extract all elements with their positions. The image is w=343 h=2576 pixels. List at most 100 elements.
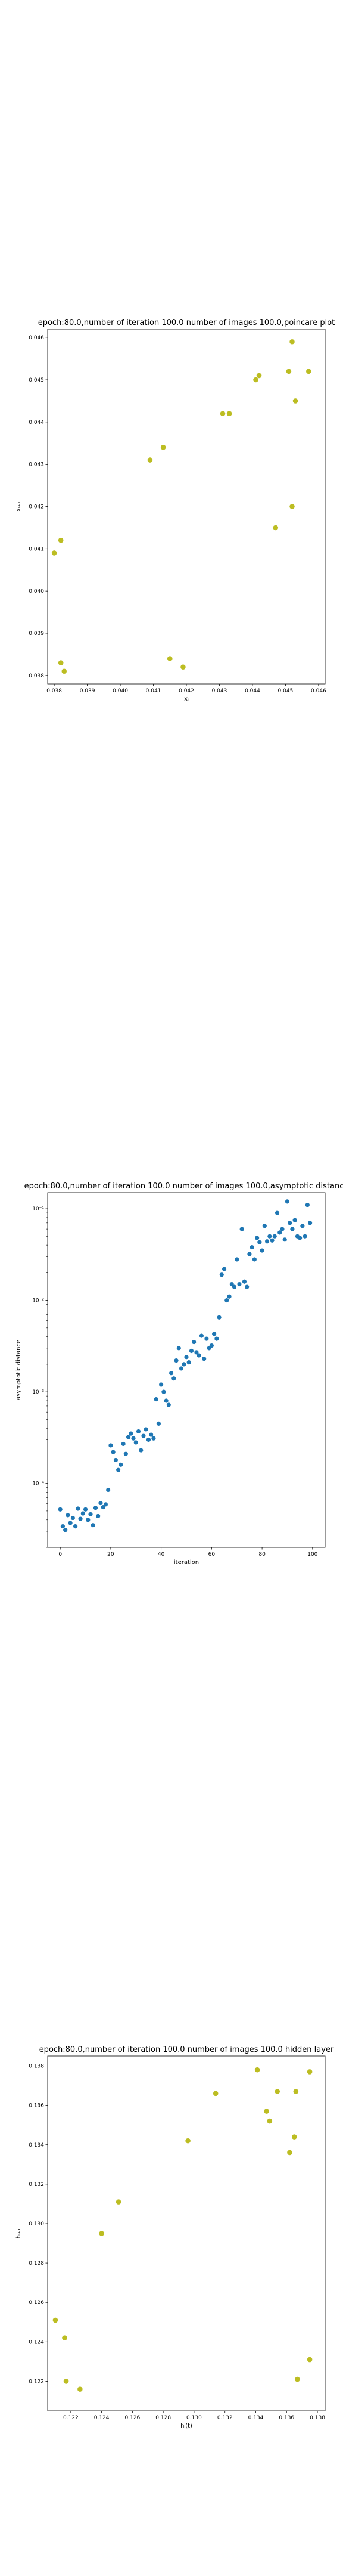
- data-point: [169, 1371, 174, 1376]
- y-tick-label: 0.122: [29, 2379, 44, 2385]
- data-point: [113, 1457, 118, 1463]
- data-point: [136, 1429, 141, 1434]
- data-point: [182, 1362, 186, 1367]
- data-point: [58, 1507, 63, 1512]
- data-point: [289, 339, 295, 345]
- y-axis-label: asymptotic distance: [15, 1340, 22, 1400]
- data-point: [214, 1336, 219, 1341]
- data-point: [286, 369, 292, 374]
- data-point: [257, 1240, 262, 1244]
- data-point: [300, 1224, 305, 1228]
- x-tick-label: 0.130: [186, 2415, 202, 2421]
- data-point: [298, 1236, 303, 1240]
- data-point: [254, 2067, 260, 2073]
- data-point: [83, 1507, 88, 1512]
- data-point: [199, 1333, 204, 1338]
- data-point: [282, 1237, 287, 1242]
- y-tick-label: 0.040: [29, 589, 44, 595]
- data-point: [270, 1238, 275, 1243]
- data-point: [307, 1221, 313, 1225]
- y-tick-label: 10⁻³: [32, 1389, 44, 1395]
- data-point: [174, 1358, 179, 1363]
- y-tick-label: 0.039: [29, 631, 44, 637]
- data-point: [232, 1284, 237, 1289]
- data-point: [108, 1443, 113, 1448]
- data-point: [149, 1432, 154, 1437]
- y-tick-label: 0.044: [29, 420, 44, 426]
- data-point: [277, 1230, 282, 1235]
- y-axis-label: hᵢ₊₁: [15, 2228, 22, 2238]
- x-tick-label: 0.134: [248, 2415, 264, 2421]
- data-point: [272, 1234, 277, 1239]
- data-point: [295, 2376, 300, 2382]
- x-tick-label: 0.138: [310, 2415, 325, 2421]
- data-point: [289, 504, 295, 509]
- x-tick-label: 0.045: [278, 688, 294, 694]
- y-tick-label: 10⁻¹: [32, 1206, 44, 1212]
- y-tick-label: 10⁻²: [32, 1298, 44, 1304]
- data-point: [131, 1436, 136, 1441]
- data-point: [202, 1356, 207, 1361]
- data-point: [121, 1441, 126, 1447]
- data-point: [253, 377, 258, 383]
- y-axis-label: xᵢ₊₁: [15, 501, 22, 512]
- x-tick-label: 0.039: [80, 688, 95, 694]
- data-point: [242, 1279, 247, 1284]
- data-point: [166, 1402, 171, 1407]
- data-point: [88, 1512, 93, 1517]
- y-tick-label: 0.038: [29, 673, 44, 679]
- data-point: [62, 2335, 67, 2340]
- data-point: [70, 1515, 75, 1521]
- y-tick-label: 0.128: [29, 2261, 44, 2267]
- data-point: [101, 1504, 105, 1510]
- data-point: [305, 1203, 310, 1208]
- data-point: [66, 1513, 70, 1518]
- x-tick-label: 0.046: [311, 688, 326, 694]
- data-point: [119, 1462, 123, 1467]
- data-point: [129, 1431, 133, 1436]
- data-point: [305, 369, 311, 374]
- x-tick-label: 0: [58, 1552, 62, 1558]
- data-point: [186, 1360, 191, 1365]
- data-point: [292, 398, 298, 404]
- x-tick-label: 60: [208, 1552, 216, 1558]
- x-tick-label: 0.132: [217, 2415, 233, 2421]
- data-point: [256, 373, 262, 379]
- data-point: [255, 1236, 260, 1240]
- data-point: [262, 1224, 267, 1228]
- data-point: [176, 1346, 181, 1351]
- data-point: [184, 1355, 189, 1360]
- y-tick-label: 0.136: [29, 2103, 44, 2109]
- x-tick-label: 0.043: [212, 688, 227, 694]
- data-point: [217, 1315, 222, 1320]
- data-point: [58, 660, 64, 665]
- data-point: [93, 1506, 98, 1510]
- x-tick-label: 40: [158, 1552, 165, 1558]
- data-point: [167, 656, 173, 661]
- data-point: [52, 2317, 58, 2323]
- data-point: [151, 1436, 156, 1441]
- chart-title: epoch:80.0,number of iteration 100.0 num…: [38, 318, 335, 327]
- data-point: [172, 1376, 176, 1381]
- data-point: [245, 1284, 250, 1289]
- data-point: [111, 1450, 116, 1454]
- x-tick-label: 0.124: [94, 2415, 110, 2421]
- data-point: [303, 1234, 307, 1239]
- data-point: [239, 1227, 244, 1231]
- data-point: [229, 1281, 234, 1287]
- data-point: [280, 1227, 285, 1231]
- data-point: [78, 1516, 83, 1521]
- data-point: [293, 2089, 299, 2094]
- data-point: [212, 1332, 217, 1336]
- data-point: [204, 1336, 209, 1341]
- plot-frame: [47, 329, 326, 685]
- data-point: [275, 1210, 280, 1215]
- data-point: [61, 668, 67, 674]
- chart-title: epoch:80.0,number of iteration 100.0 num…: [39, 2045, 334, 2054]
- x-tick-label: 0.038: [46, 688, 62, 694]
- data-point: [189, 1348, 194, 1354]
- y-tick-label: 0.132: [29, 2182, 44, 2188]
- x-tick-label: 0.044: [245, 688, 260, 694]
- x-tick-label: 0.122: [63, 2415, 79, 2421]
- data-point: [96, 1513, 101, 1519]
